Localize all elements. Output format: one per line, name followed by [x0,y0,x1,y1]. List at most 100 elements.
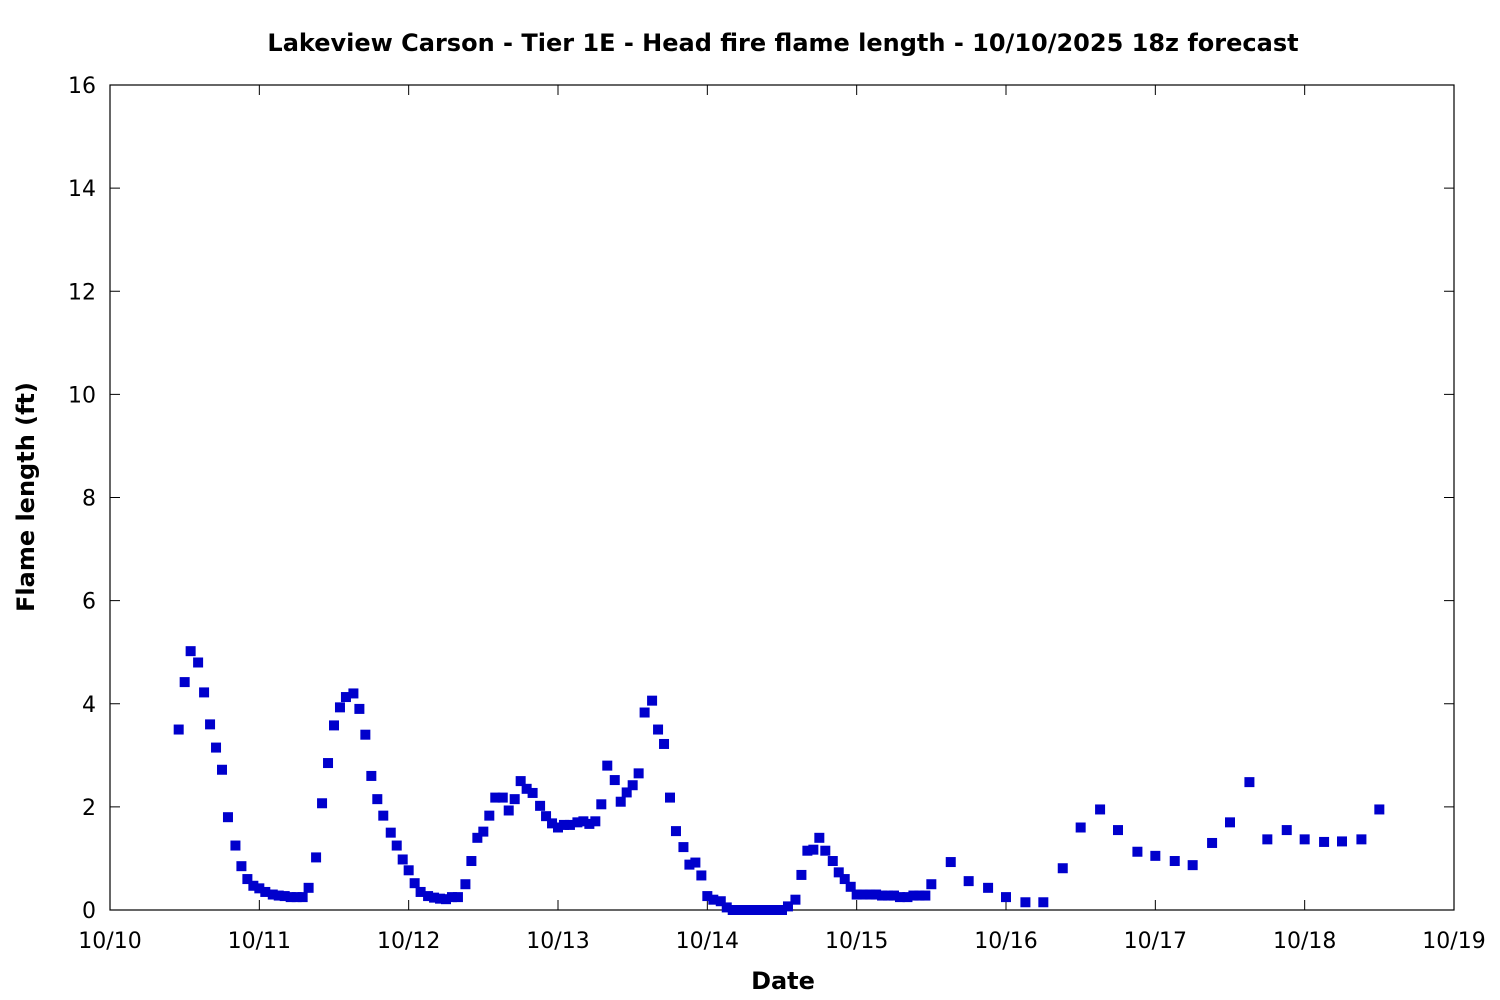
y-tick-label: 10 [68,383,96,408]
data-point [323,758,334,769]
y-tick-label: 14 [68,177,96,202]
data-point [297,892,308,903]
data-point [211,742,222,753]
data-point [279,891,290,902]
data-point [839,874,850,885]
data-point [665,792,675,803]
data-point [185,646,196,657]
data-point [902,892,913,903]
data-point [435,893,446,904]
data-point [702,891,713,902]
data-point [889,890,899,901]
data-point [857,889,868,900]
data-point [877,890,888,901]
y-tick-label: 8 [82,487,96,512]
data-point [615,796,626,807]
data-point [1337,836,1347,847]
data-point [460,879,471,890]
data-point [527,787,538,798]
data-point [833,867,844,878]
data-point [820,845,831,856]
data-point [1169,856,1180,867]
data-point [765,905,776,915]
data-point [267,889,278,900]
data-point [1095,804,1106,815]
data-point [609,775,620,786]
data-point [653,724,664,735]
data-point [745,905,756,915]
data-point [1207,837,1218,848]
data-point [452,892,463,903]
data-point [1113,825,1123,836]
data-point [678,842,689,853]
data-point [845,881,856,892]
data-point [1374,804,1385,815]
data-point [1319,836,1330,847]
data-point [733,905,744,915]
x-tick-label: 10/15 [825,929,888,954]
x-axis-label: Date [751,967,815,995]
data-point [242,874,253,885]
data-point [908,890,919,901]
data-point [914,890,925,901]
data-point [827,856,838,867]
data-point [547,818,558,829]
data-point [659,738,670,749]
data-point [759,905,770,915]
data-point [478,826,489,837]
data-point [391,840,402,851]
data-point [1132,846,1143,857]
data-point [777,905,787,915]
y-tick-label: 4 [82,693,96,718]
data-point [790,894,801,905]
chart-title: Lakeview Carson - Tier 1E - Head fire fl… [267,29,1298,57]
data-point [596,799,607,810]
data-point [254,883,265,894]
data-point [199,687,210,698]
y-tick-label: 6 [82,590,96,615]
data-point [490,792,501,803]
data-point [509,794,520,805]
data-point [945,857,956,868]
data-point [578,816,589,827]
data-point [739,905,750,915]
data-point [429,892,440,903]
data-point [179,677,190,688]
x-tick-label: 10/18 [1273,929,1336,954]
data-point [521,783,532,794]
data-point [983,882,994,893]
x-tick-label: 10/16 [974,929,1037,954]
data-point [639,707,650,718]
data-point [248,880,259,891]
data-point [715,896,726,907]
data-point [602,760,613,771]
data-point [1262,834,1273,845]
x-tick-label: 10/13 [526,929,589,954]
data-point [441,894,451,905]
data-point [721,902,732,913]
data-point [590,816,601,827]
data-point [397,854,408,865]
data-point [1001,892,1011,903]
data-point [409,878,420,889]
y-tick-label: 2 [82,796,96,821]
data-point [670,826,681,837]
x-tick-label: 10/12 [377,929,440,954]
data-point [472,832,483,843]
data-point [782,901,793,912]
data-point [926,879,937,890]
data-point [378,810,389,821]
data-point [633,768,644,779]
data-point [423,891,434,902]
y-tick-label: 12 [68,280,96,305]
data-point [753,905,764,915]
y-tick-label: 16 [68,74,96,99]
data-point [484,810,495,821]
data-point [883,890,894,901]
data-point [334,702,345,713]
data-point [1281,825,1292,836]
data-point [372,794,383,805]
data-point [553,822,563,833]
data-point [963,876,974,887]
data-point [771,905,782,915]
